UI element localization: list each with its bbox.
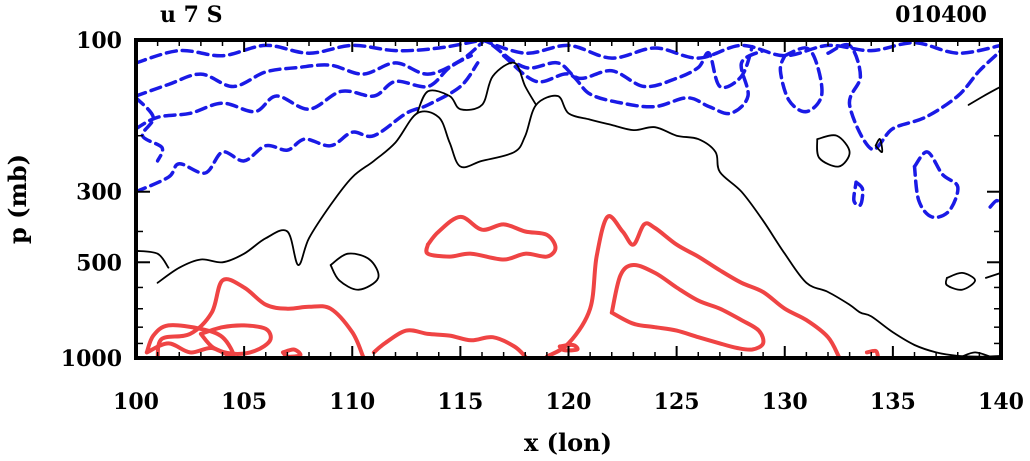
contour-black-left-edge <box>136 249 170 269</box>
contour-black-loop-3 <box>874 138 884 153</box>
y-axis-label: p (mb) <box>3 154 32 244</box>
contour-blue-loop-right <box>778 46 824 114</box>
contour-blue-mid-3 <box>501 48 765 116</box>
contour-red-loop-b <box>198 323 273 356</box>
y-tick-label: 300 <box>76 180 122 206</box>
contour-lines <box>136 40 1001 358</box>
contour-black-loop-2 <box>816 134 851 168</box>
contour-blue-right-edge <box>988 198 1001 209</box>
contour-blue-mid-2 <box>491 43 755 90</box>
contour-blue-top-1 <box>136 40 484 65</box>
y-tick-label: 100 <box>76 28 122 54</box>
contour-black-right-edge <box>985 272 1001 279</box>
x-tick-label: 115 <box>437 389 483 415</box>
x-tick-label: 135 <box>870 389 916 415</box>
y-axis: 100 300 500 1000 <box>61 28 1001 372</box>
plot-frame <box>134 38 1003 360</box>
x-tick-label: 140 <box>978 389 1024 415</box>
contour-black-loop-1 <box>329 252 380 291</box>
contour-red-loop-e <box>371 328 528 358</box>
x-axis-label: x (lon) <box>524 428 612 457</box>
contour-red-big-inner <box>609 262 766 352</box>
x-tick-label: 130 <box>762 389 808 415</box>
x-tick-label: 105 <box>221 389 267 415</box>
contour-red-bottom-tail <box>864 348 880 358</box>
x-tick-label: 100 <box>113 389 159 415</box>
y-tick-label: 1000 <box>61 346 122 372</box>
contour-black-bottom-right <box>961 351 992 358</box>
x-tick-label: 125 <box>654 389 700 415</box>
contour-black-main <box>156 94 1001 358</box>
contour-blue-left-4 <box>136 61 480 194</box>
chart-title-left: u 7 S <box>160 2 223 28</box>
y-tick-label: 500 <box>76 250 122 276</box>
contour-red-bottom-left <box>155 277 366 358</box>
contour-red-big <box>544 214 841 358</box>
contour-blue-left-edge <box>136 96 165 163</box>
contour-red-loop-d <box>424 214 558 262</box>
x-tick-label: 120 <box>546 389 592 415</box>
contour-black-top-strand <box>416 61 537 115</box>
contour-red-loop-a <box>144 323 236 358</box>
contour-black-top-right <box>967 85 1001 106</box>
contour-blue-loop-small-1 <box>852 180 865 208</box>
contour-blue-top-2 <box>136 40 484 98</box>
contour-blue-left-3 <box>136 53 473 131</box>
x-tick-label: 110 <box>329 389 375 415</box>
contour-blue-loop-small-2 <box>912 150 960 220</box>
contour-red-loop-c <box>281 347 303 358</box>
x-axis: 100 105 110 115 120 125 130 135 140 <box>113 40 1024 415</box>
contour-black-loop-4 <box>944 271 976 291</box>
contour-blue-right-long <box>826 42 1001 152</box>
chart-title-right: 010400 <box>895 2 987 28</box>
